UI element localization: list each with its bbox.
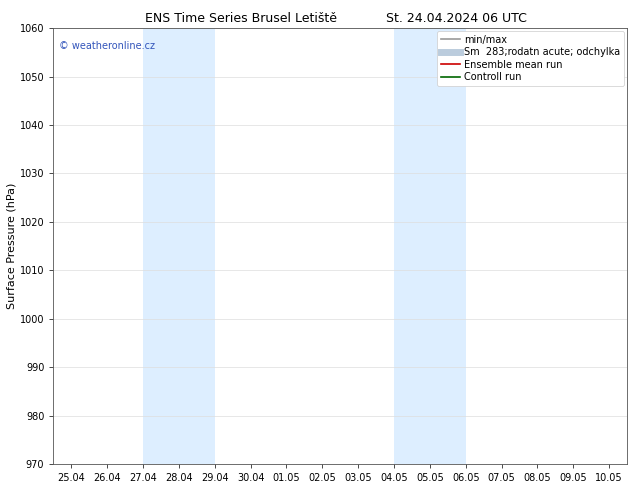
Text: ENS Time Series Brusel Letiště: ENS Time Series Brusel Letiště xyxy=(145,12,337,25)
Text: St. 24.04.2024 06 UTC: St. 24.04.2024 06 UTC xyxy=(386,12,527,25)
Y-axis label: Surface Pressure (hPa): Surface Pressure (hPa) xyxy=(7,183,17,309)
Bar xyxy=(394,28,466,464)
Legend: min/max, Sm  283;rodatn acute; odchylka, Ensemble mean run, Controll run: min/max, Sm 283;rodatn acute; odchylka, … xyxy=(437,31,624,86)
Bar xyxy=(143,28,215,464)
Text: © weatheronline.cz: © weatheronline.cz xyxy=(59,41,155,51)
